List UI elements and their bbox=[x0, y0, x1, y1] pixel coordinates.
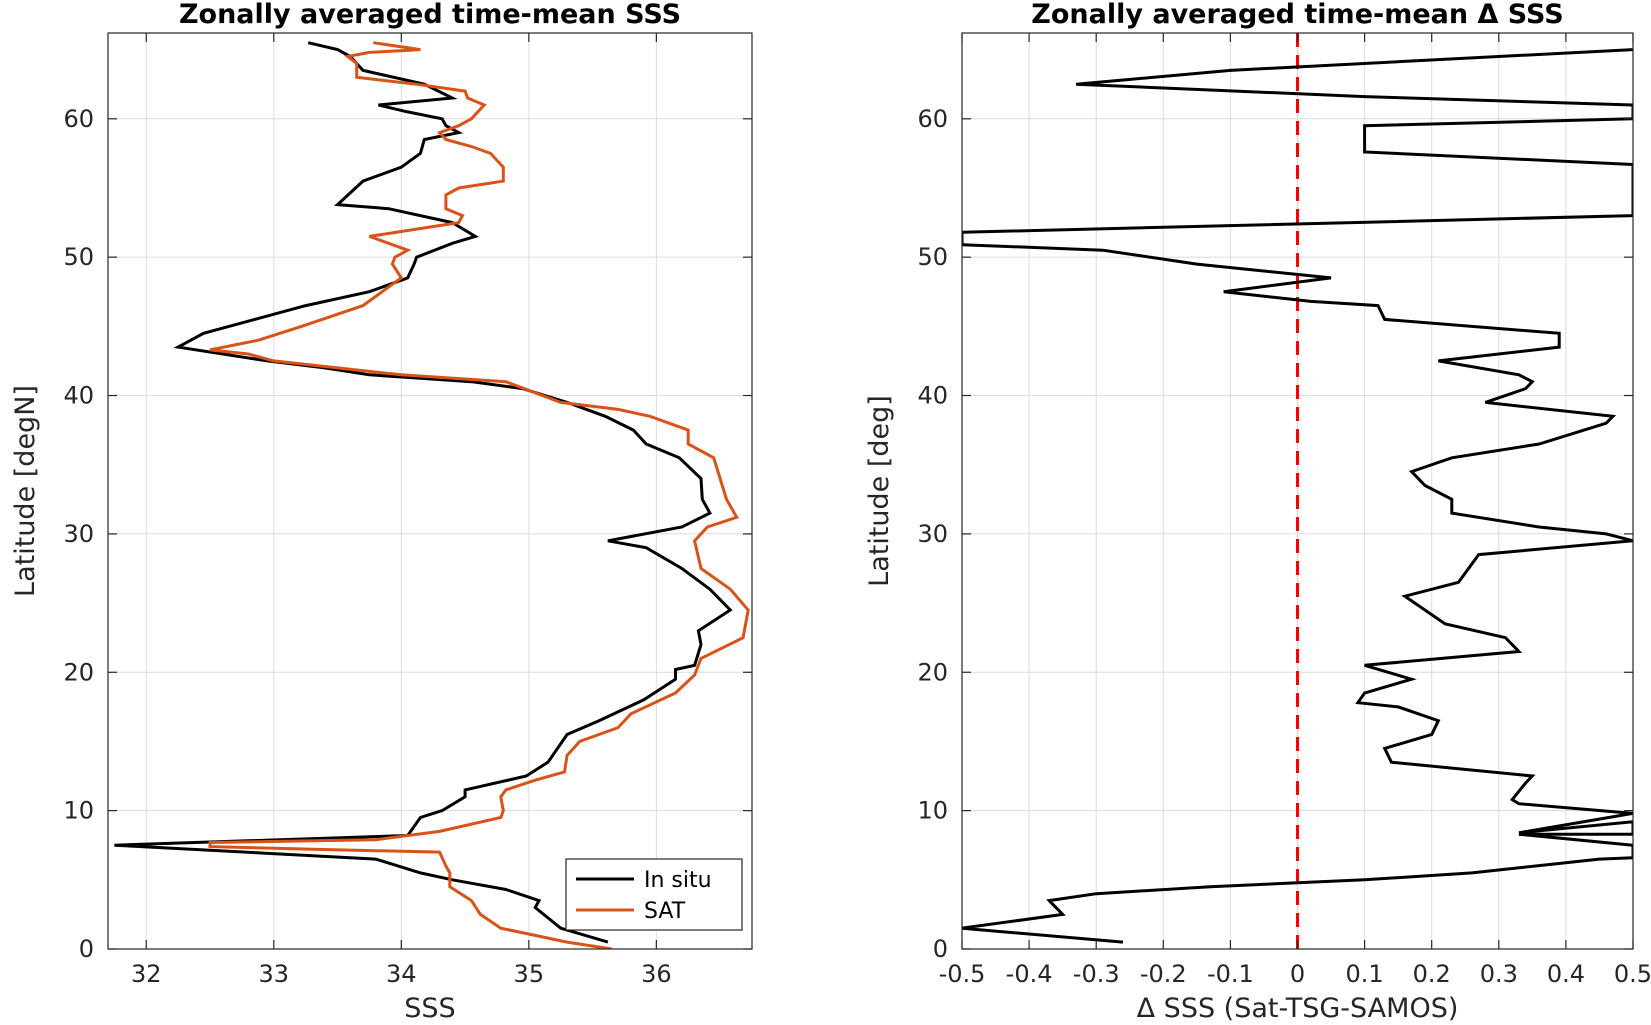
y-tick-label: 30 bbox=[63, 520, 94, 548]
y-tick-label: 60 bbox=[917, 105, 948, 133]
left-y-axis-label: Latitude [degN] bbox=[10, 385, 41, 597]
legend-box bbox=[565, 858, 743, 931]
legend-label-in-situ: In situ bbox=[644, 868, 712, 893]
left-ticks: 32 33 34 35 36 0 10 20 30 40 50 60 bbox=[63, 33, 752, 988]
x-tick-label: 33 bbox=[259, 960, 290, 988]
y-tick-label: 40 bbox=[917, 382, 948, 410]
x-tick-label: 0.4 bbox=[1547, 960, 1585, 988]
y-tick-label: 30 bbox=[917, 520, 948, 548]
right-series bbox=[962, 48, 1633, 944]
x-tick-label: 34 bbox=[386, 960, 417, 988]
right-ticks: -0.5 -0.4 -0.3 -0.2 -0.1 0 0.1 0.2 0.3 0.4 0.5 0 10 2… bbox=[917, 33, 1651, 988]
y-tick-label: 20 bbox=[63, 658, 94, 686]
series-line-sat bbox=[208, 41, 750, 949]
y-tick-label: 40 bbox=[63, 382, 94, 410]
x-tick-label: 35 bbox=[514, 960, 545, 988]
left-chart-title: Zonally averaged time-mean SSS bbox=[179, 0, 681, 30]
series-line-in-situ bbox=[114, 41, 733, 944]
left-axes-frame bbox=[107, 32, 753, 950]
left-chart-panel: 32 33 34 35 36 0 10 20 30 40 50 60 Zonally averaged… bbox=[10, 0, 753, 1024]
left-series bbox=[114, 41, 750, 949]
y-tick-label: 0 bbox=[933, 935, 948, 963]
x-tick-label: 36 bbox=[641, 960, 672, 988]
left-x-axis-label: SSS bbox=[404, 993, 455, 1024]
x-tick-label: -0.4 bbox=[1006, 960, 1053, 988]
right-y-axis-label: Latitude [deg] bbox=[864, 395, 895, 587]
legend: In situ SAT bbox=[565, 858, 743, 931]
x-tick-label: 0.5 bbox=[1614, 960, 1651, 988]
legend-label-sat: SAT bbox=[644, 899, 686, 924]
x-tick-label: -0.3 bbox=[1073, 960, 1120, 988]
y-tick-label: 50 bbox=[917, 243, 948, 271]
x-tick-label: 0 bbox=[1290, 960, 1305, 988]
x-tick-label: 0.3 bbox=[1480, 960, 1518, 988]
y-tick-label: 10 bbox=[917, 797, 948, 825]
y-tick-label: 60 bbox=[63, 105, 94, 133]
y-tick-label: 20 bbox=[917, 658, 948, 686]
series-line-delta-sss bbox=[962, 48, 1633, 944]
y-tick-label: 10 bbox=[63, 797, 94, 825]
y-tick-label: 0 bbox=[79, 935, 94, 963]
x-tick-label: 0.1 bbox=[1346, 960, 1384, 988]
x-tick-label: -0.5 bbox=[939, 960, 986, 988]
x-tick-label: 32 bbox=[131, 960, 162, 988]
right-chart-panel: -0.5 -0.4 -0.3 -0.2 -0.1 0 0.1 0.2 0.3 0.4 0.5 0 10 2… bbox=[864, 0, 1651, 1024]
right-x-axis-label: Δ SSS (Sat-TSG-SAMOS) bbox=[1137, 993, 1459, 1024]
left-grid bbox=[108, 33, 752, 950]
x-tick-label: 0.2 bbox=[1413, 960, 1451, 988]
y-tick-label: 50 bbox=[63, 243, 94, 271]
x-tick-label: -0.1 bbox=[1207, 960, 1254, 988]
right-chart-title: Zonally averaged time-mean Δ SSS bbox=[1031, 0, 1563, 30]
x-tick-label: -0.2 bbox=[1140, 960, 1187, 988]
